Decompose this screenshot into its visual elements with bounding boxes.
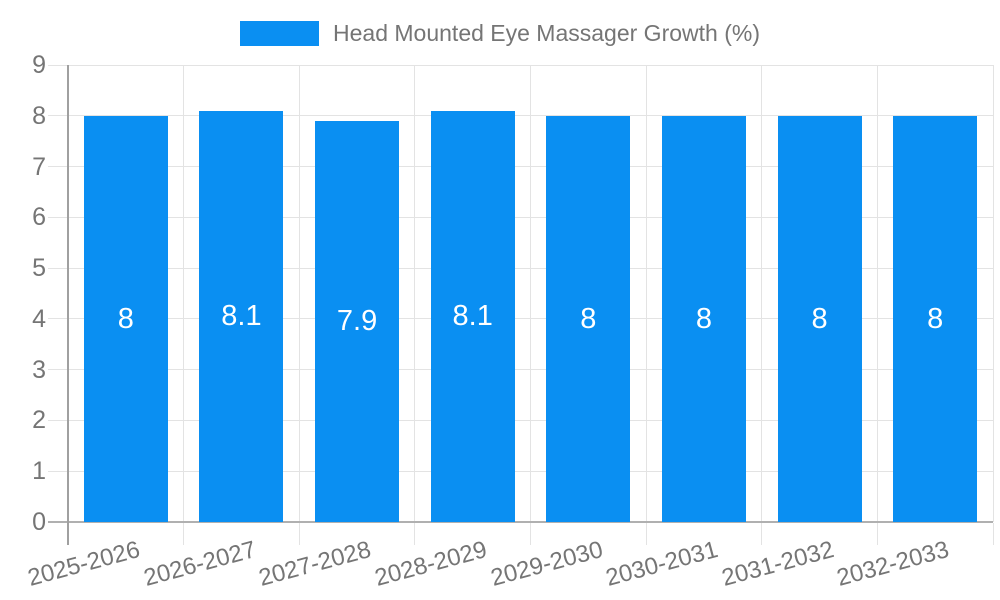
bar[interactable]: [777, 115, 862, 522]
y-axis-tick-label: 7: [32, 152, 46, 181]
bar[interactable]: [661, 115, 746, 522]
x-gridline: [645, 65, 647, 522]
y-axis-tick-label: 9: [32, 51, 46, 79]
bar[interactable]: [893, 115, 978, 522]
x-axis-category-label: 2028-2029: [371, 536, 490, 592]
bar-value-label: 7.9: [336, 305, 378, 338]
bar[interactable]: [430, 110, 515, 522]
y-axis-tick-label: 8: [32, 101, 46, 130]
legend[interactable]: Head Mounted Eye Massager Growth (%): [0, 18, 1000, 48]
legend-label: Head Mounted Eye Massager Growth (%): [333, 19, 760, 46]
x-gridline: [183, 65, 185, 522]
y-axis-tick-label: 4: [32, 304, 46, 333]
x-axis-tick: [183, 523, 185, 545]
bar[interactable]: [199, 110, 284, 522]
legend-swatch: [240, 20, 320, 46]
bar[interactable]: [546, 115, 631, 522]
y-gridline: [48, 64, 993, 66]
x-gridline: [876, 65, 878, 522]
y-gridline: [48, 419, 993, 421]
bar-value-label: 8.1: [221, 300, 262, 333]
y-gridline: [48, 216, 993, 218]
x-axis-category-label: 2027-2028: [256, 536, 375, 592]
bar-value-label: 8.1: [452, 300, 493, 333]
x-gridline: [992, 65, 994, 522]
y-axis-tick-label: 1: [32, 457, 46, 486]
y-gridline: [48, 318, 993, 320]
x-axis-line: [48, 521, 993, 523]
x-axis-tick: [645, 523, 647, 545]
x-axis-category-label: 2031-2032: [718, 536, 837, 592]
bar-value-label: 8: [811, 302, 828, 335]
x-axis-category-label: 2030-2031: [603, 536, 721, 592]
y-axis-tick-label: 5: [32, 254, 46, 283]
y-axis-tick-label: 2: [32, 406, 46, 435]
x-axis-tick: [298, 523, 300, 545]
x-gridline: [530, 65, 531, 522]
x-axis-tick: [761, 523, 763, 545]
bar-value-label: 8: [580, 302, 597, 335]
x-gridline: [761, 65, 763, 522]
bar-value-label: 8: [927, 302, 944, 335]
y-gridline: [48, 166, 993, 168]
x-axis-category-label: 2029-2030: [487, 536, 606, 592]
x-gridline: [414, 65, 416, 522]
x-axis-category-label: 2026-2027: [140, 536, 259, 592]
y-axis-line: [67, 65, 69, 545]
y-gridline: [48, 267, 993, 269]
y-gridline: [48, 369, 993, 371]
x-axis-tick: [992, 523, 994, 545]
y-gridline: [48, 115, 993, 117]
x-gridline: [298, 65, 300, 522]
bar-value-label: 8: [695, 302, 712, 335]
y-gridline: [48, 470, 993, 472]
x-axis-tick: [530, 523, 531, 545]
x-axis-category-label: 2025-2026: [24, 536, 143, 592]
bar-value-label: 8: [117, 302, 134, 335]
y-axis-tick-label: 3: [32, 355, 46, 384]
y-axis-tick-label: 0: [32, 508, 46, 536]
x-axis-category-label: 2032-2033: [834, 536, 953, 592]
bar[interactable]: [315, 120, 400, 522]
y-axis-tick-label: 6: [32, 203, 46, 232]
x-axis-tick: [414, 523, 416, 545]
x-axis-tick: [876, 523, 878, 545]
bar[interactable]: [83, 115, 168, 522]
